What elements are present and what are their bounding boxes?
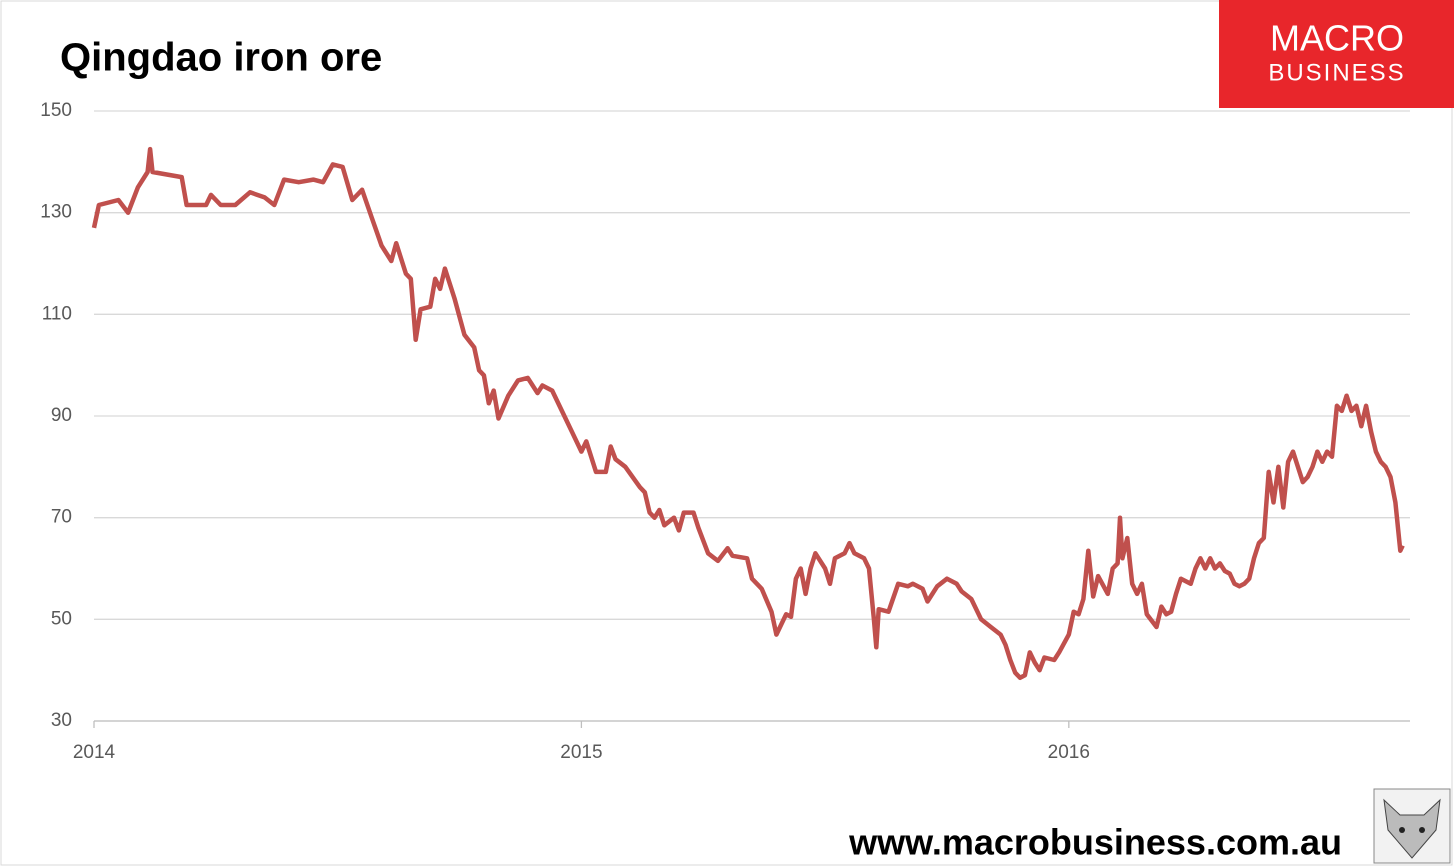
x-tick-label: 2014 bbox=[73, 742, 116, 763]
logo-line2: BUSINESS bbox=[1268, 59, 1405, 86]
y-tick-label: 30 bbox=[51, 710, 72, 731]
y-tick-label: 150 bbox=[40, 100, 72, 121]
y-tick-label: 110 bbox=[42, 303, 72, 324]
y-tick-label: 130 bbox=[40, 202, 72, 223]
y-tick-label: 90 bbox=[51, 405, 72, 426]
x-tick-label: 2015 bbox=[560, 742, 602, 763]
y-tick-label: 50 bbox=[51, 608, 72, 629]
footer-url: www.macrobusiness.com.au bbox=[848, 822, 1342, 863]
x-tick-label: 2016 bbox=[1048, 742, 1090, 763]
chart-title: Qingdao iron ore bbox=[60, 36, 382, 80]
price-line bbox=[91, 146, 1405, 681]
logo-box bbox=[1219, 0, 1454, 108]
y-tick-label: 70 bbox=[51, 507, 72, 528]
logo-line1: MACRO bbox=[1270, 18, 1404, 59]
fox-icon bbox=[1373, 788, 1451, 864]
